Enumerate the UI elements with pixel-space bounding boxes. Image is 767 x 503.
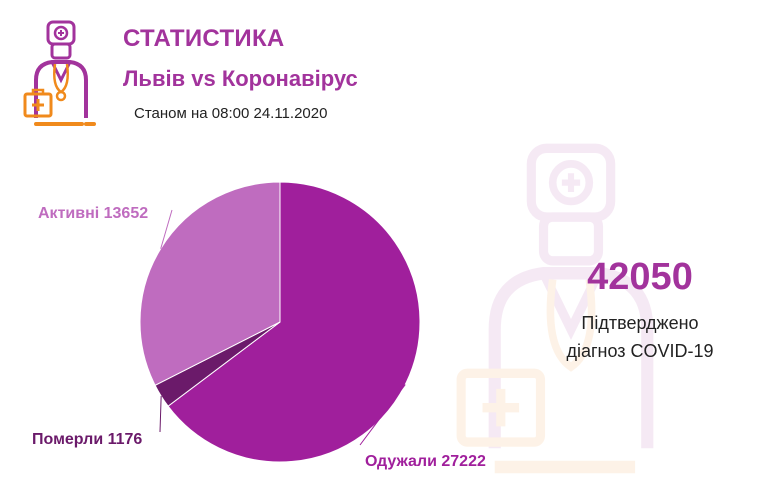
date-line: Станом на 08:00 24.11.2020 (134, 105, 328, 122)
pie-slice-1 (167, 181, 421, 463)
doctor-logo-icon (23, 20, 96, 126)
doctor-watermark-icon (456, 143, 654, 474)
leader-line-1 (359, 384, 406, 446)
kpi-caption-line2: діагноз COVID-19 (566, 341, 714, 361)
slice-label-1: Одужали 27222 (365, 453, 486, 470)
kpi-total-value: 42050 (587, 256, 693, 298)
page-subtitle: Львів vs Коронавірус (123, 66, 358, 91)
pie-slice-3 (139, 181, 281, 386)
kpi-caption-line1: Підтверджено (581, 313, 699, 333)
leader-line-2 (159, 395, 162, 433)
leader-line-3 (160, 209, 173, 249)
slice-label-3: Активні 13652 (38, 205, 148, 222)
page-title: СТАТИСТИКА (123, 25, 285, 52)
slice-label-2: Померли 1176 (32, 431, 142, 448)
